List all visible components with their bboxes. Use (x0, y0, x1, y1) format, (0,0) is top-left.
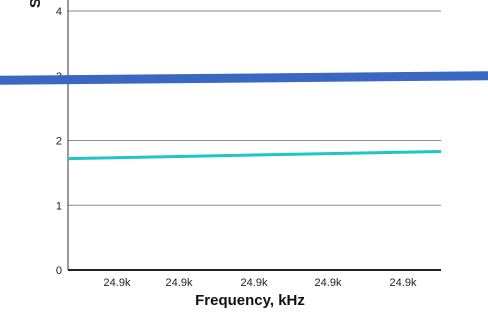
series-line-0 (67, 150, 442, 161)
x-tick-label-1: 24.9k (166, 277, 193, 289)
y-tick-label-0: 0 (56, 265, 62, 277)
series-lines (0, 71, 488, 161)
x-tick-label-0: 24.9k (104, 277, 131, 289)
gridlines (68, 10, 441, 206)
y-tick-label-1: 1 (56, 200, 62, 212)
y-tick-label-4: 4 (56, 6, 62, 18)
series-line-1 (0, 71, 488, 85)
y-axis-label: S (27, 0, 44, 8)
x-axis-label: Frequency, kHz (195, 292, 305, 309)
y-tick-label-2: 2 (56, 136, 62, 148)
x-tick-label-4: 24.9k (390, 277, 417, 289)
x-tick-labels: 24.9k 24.9k 24.9k 24.9k 24.9k (104, 277, 417, 289)
x-tick-label-3: 24.9k (315, 277, 342, 289)
x-tick-label-2: 24.9k (241, 277, 268, 289)
